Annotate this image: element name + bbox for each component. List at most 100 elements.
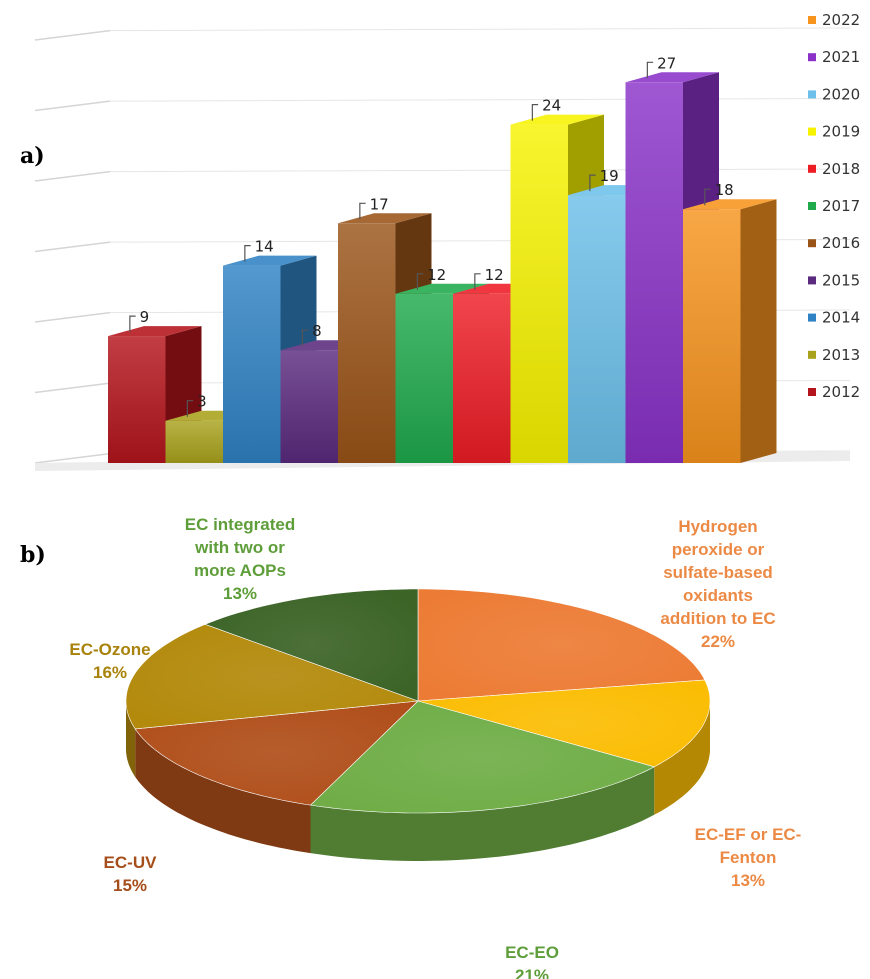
- pie-label-0: Hydrogen peroxide or sulfate-based oxidants…: [660, 517, 775, 651]
- gridline: [34, 382, 111, 394]
- data-label-2020: 19: [600, 167, 619, 185]
- bar-front: [280, 350, 338, 463]
- data-label-leader: [531, 104, 539, 121]
- pie-side-2: [310, 766, 655, 861]
- bar-front: [568, 195, 626, 463]
- bar-top: [625, 72, 719, 83]
- bar-legend: 2022 2021 2020 2019 2018 2017 2016 2015 2014 2013…: [808, 11, 860, 401]
- pie-side-3: [135, 728, 311, 854]
- pie-label-3: EC-UV 15%: [104, 853, 158, 895]
- legend-swatch: [808, 350, 816, 359]
- data-label-leader: [589, 174, 596, 192]
- gridline-back: [109, 98, 851, 102]
- data-label-2022: 18: [715, 181, 734, 199]
- data-label-2018: 12: [485, 266, 504, 284]
- legend-swatch: [808, 202, 816, 210]
- data-label-2015: 8: [312, 322, 322, 340]
- legend-label: 2012: [822, 383, 860, 401]
- gridline: [34, 241, 111, 253]
- data-label-2016: 17: [370, 195, 389, 213]
- legend-entry-2014: 2014: [808, 309, 860, 327]
- gridline: [34, 29, 111, 41]
- panel-label-a: a): [20, 143, 45, 169]
- legend-label: 2018: [822, 160, 860, 178]
- legend-swatch: [808, 16, 816, 24]
- pie-slice-5: [204, 588, 419, 702]
- data-label-2019: 24: [542, 97, 561, 115]
- gridline-back: [109, 168, 851, 173]
- legend-swatch: [808, 239, 816, 248]
- data-label-leader: [129, 315, 136, 333]
- pie-side-4: [126, 701, 136, 777]
- bar-2022: [683, 199, 777, 463]
- bar-front: [165, 420, 223, 463]
- bar-top: [395, 283, 489, 294]
- gridline: [34, 170, 111, 182]
- data-label-leader: [474, 273, 481, 290]
- legend-entry-2018: 2018: [808, 160, 860, 178]
- bar-top: [683, 199, 777, 210]
- legend-entry-2016: 2016: [808, 234, 860, 252]
- gridline: [34, 452, 111, 464]
- bar-front: [625, 82, 683, 464]
- pie-side-walls: [126, 701, 710, 861]
- legend-label: 2019: [822, 123, 860, 141]
- bar-top: [510, 114, 604, 125]
- pie-label-1: EC-EF or EC-Fenton 13%: [695, 825, 802, 890]
- data-label-leader: [359, 202, 366, 220]
- pie-label-4: EC-Ozone 16%: [69, 640, 150, 682]
- pie-chart: [125, 588, 711, 861]
- bar-top: [338, 213, 432, 224]
- pie-label-2: EC-EO 21%: [505, 943, 559, 979]
- legend-swatch: [808, 388, 816, 396]
- bar-top: [223, 255, 317, 266]
- legend-swatch: [808, 164, 816, 173]
- data-label-2017: 12: [427, 266, 446, 284]
- legend-label: 2015: [822, 271, 860, 289]
- pie-slice-1: [417, 679, 711, 768]
- bar-data-labels: 9 3 14 8 17 12 12 24 19 27 18: [129, 54, 734, 417]
- data-label-2012: 9: [140, 308, 150, 326]
- legend-label: 2021: [822, 48, 860, 66]
- gridline: [34, 100, 111, 112]
- legend-entry-2013: 2013: [808, 346, 860, 364]
- legend-swatch: [808, 53, 816, 62]
- legend-entry-2015: 2015: [808, 271, 860, 289]
- bar-top: [108, 326, 202, 337]
- data-label-2013: 3: [197, 393, 207, 411]
- bar-front: [683, 209, 741, 463]
- pie-label-5: EC integrated with two or more AOPs 13%: [185, 515, 296, 603]
- legend-swatch: [808, 127, 816, 136]
- data-label-leader: [301, 329, 309, 347]
- bar-series: [108, 72, 777, 464]
- bar-chart: 9 3 14 8 17 12 12 24 19 27 18: [34, 27, 851, 471]
- bar-front: [223, 265, 281, 463]
- bar-front: [395, 293, 453, 463]
- bar-front: [108, 336, 166, 463]
- panel-label-b: b): [20, 542, 46, 568]
- data-label-leader: [646, 61, 654, 79]
- pie-slice-4: [125, 623, 419, 730]
- data-label-2021: 27: [657, 54, 676, 72]
- bar-front: [510, 124, 568, 463]
- pie-slices: [125, 588, 711, 814]
- data-label-leader: [416, 273, 424, 290]
- legend-entry-2022: 2022: [808, 11, 860, 29]
- legend-label: 2016: [822, 234, 860, 252]
- gridline: [34, 311, 111, 323]
- legend-swatch: [808, 276, 816, 285]
- pie-labels: Hydrogen peroxide or sulfate-based oxidants…: [69, 515, 801, 979]
- legend-label: 2022: [822, 11, 860, 29]
- legend-swatch: [808, 313, 816, 322]
- data-label-leader: [186, 400, 194, 417]
- legend-label: 2014: [822, 309, 860, 327]
- bar-front: [453, 293, 511, 463]
- pie-slice-0: [417, 588, 706, 702]
- pie-side-1: [654, 701, 710, 815]
- data-label-2014: 14: [255, 238, 274, 256]
- legend-swatch: [808, 90, 816, 99]
- bar-front: [338, 223, 396, 463]
- legend-label: 2017: [822, 197, 860, 215]
- data-label-leader: [244, 245, 251, 262]
